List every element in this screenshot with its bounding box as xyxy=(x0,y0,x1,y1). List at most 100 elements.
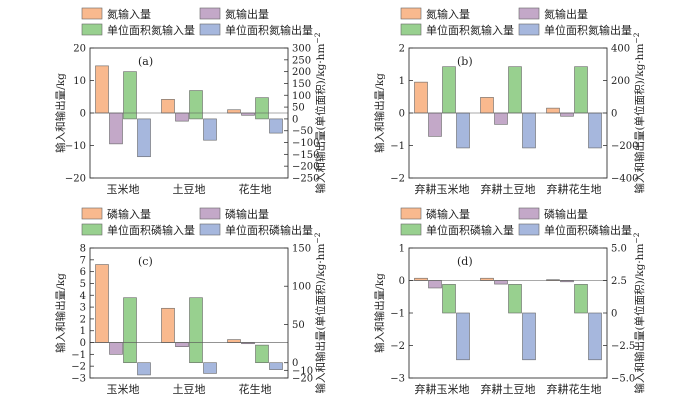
bar xyxy=(109,342,123,355)
bar xyxy=(269,118,283,134)
y2-tick-label: 0 xyxy=(292,114,298,125)
y2-tick-label: −100 xyxy=(292,138,319,149)
y2-tick-label: 2.5 xyxy=(611,276,627,287)
legend-item: 磷输入量 xyxy=(400,207,470,221)
bar xyxy=(442,284,456,314)
y2-tick-label: 5.0 xyxy=(611,244,627,255)
bars-group xyxy=(414,277,602,361)
y-tick-label: −2 xyxy=(390,341,405,352)
legend-label: 单位面积氮输入量 xyxy=(107,23,195,37)
x-tick-label: 弃耕花生地 xyxy=(547,182,602,196)
bar xyxy=(109,112,123,145)
legend-swatch xyxy=(400,223,422,236)
y2-axis-title-superscript: −2 xyxy=(313,232,322,243)
y-tick-label: −10 xyxy=(65,141,86,152)
bars-group xyxy=(95,65,283,158)
y-tick-label: −1 xyxy=(390,309,405,320)
y-axis-title: 输入和输出量/kg xyxy=(373,73,386,153)
y2-tick-label: 50 xyxy=(292,103,305,114)
y2-axis-title-main: 输入和输出量(单位面积)/kg·hm xyxy=(314,44,327,194)
y2-tick-label: 0 xyxy=(611,109,617,120)
legend-item: 单位面积氮输入量 xyxy=(81,23,195,37)
legend-item: 氮输出量 xyxy=(199,7,269,21)
y-tick-label: 5 xyxy=(80,279,86,290)
legend-label: 氮输入量 xyxy=(426,7,470,21)
legend-label: 单位面积磷输出量 xyxy=(225,223,313,237)
y-tick-label: 8 xyxy=(80,244,86,255)
y-tick-label: 4 xyxy=(80,291,86,302)
legend-swatch xyxy=(400,207,422,220)
legend-swatch xyxy=(199,207,221,220)
bar xyxy=(95,264,109,343)
legend-swatch xyxy=(199,23,221,36)
legend-swatch xyxy=(199,223,221,236)
legend-swatch xyxy=(81,7,103,20)
x-tick-label: 土豆地 xyxy=(173,183,206,196)
legend-swatch xyxy=(81,207,103,220)
bar xyxy=(508,66,522,114)
y-tick-label: −2 xyxy=(71,362,86,373)
bar xyxy=(189,297,203,364)
y2-axis-title: 输入和输出量(单位面积)/kg·hm−2 xyxy=(313,32,327,193)
legend-label: 磷输出量 xyxy=(544,207,588,221)
legend-item: 磷输出量 xyxy=(518,207,588,221)
legend-item: 单位面积磷输出量 xyxy=(518,223,632,237)
bar xyxy=(588,112,602,149)
bar xyxy=(203,118,217,141)
legend-label: 磷输入量 xyxy=(426,207,470,221)
bar xyxy=(508,284,522,314)
y-tick-label: 20 xyxy=(73,44,86,55)
legend-item: 氮输出量 xyxy=(518,7,588,21)
y2-tick-label: −20 xyxy=(292,374,313,385)
y2-axis-title-main: 输入和输出量(单位面积)/kg·hm xyxy=(633,44,646,194)
legend-swatch xyxy=(400,23,422,36)
bar xyxy=(494,112,508,125)
bar xyxy=(560,112,574,117)
bar xyxy=(227,339,241,343)
y2-tick-label: 150 xyxy=(292,244,311,255)
x-tick-label: 弃耕玉米地 xyxy=(415,182,470,196)
bar xyxy=(494,280,508,285)
legend-swatch xyxy=(518,223,540,236)
legend-item: 磷输入量 xyxy=(81,207,151,221)
legend-label: 单位面积氮输出量 xyxy=(225,23,313,37)
bar xyxy=(428,280,442,289)
bar xyxy=(574,284,588,314)
bar xyxy=(428,112,442,137)
y2-axis-title-superscript: −2 xyxy=(632,232,641,243)
y2-tick-label: −200 xyxy=(292,162,319,173)
y-tick-label: 2 xyxy=(399,44,405,55)
y2-tick-label: 250 xyxy=(292,55,311,66)
legend-label: 氮输出量 xyxy=(544,7,588,21)
y-tick-label: 7 xyxy=(80,255,86,266)
legend-label: 磷输出量 xyxy=(225,207,269,221)
panel-label: (d) xyxy=(457,255,473,268)
legend-item: 单位面积氮输出量 xyxy=(518,23,632,37)
bar xyxy=(456,112,470,149)
legend-swatch xyxy=(199,7,221,20)
legend-swatch xyxy=(518,7,540,20)
x-tick-label: 弃耕玉米地 xyxy=(415,382,470,396)
bar xyxy=(137,362,151,376)
panel-label: (a) xyxy=(138,55,153,68)
y2-axis-title-superscript: −2 xyxy=(313,32,322,43)
y-tick-label: 0 xyxy=(80,338,86,349)
bar xyxy=(123,71,137,120)
y2-tick-label: 100 xyxy=(292,91,311,102)
x-tick-label: 玉米地 xyxy=(107,383,140,396)
legend-swatch xyxy=(400,7,422,20)
y-tick-label: 1 xyxy=(399,76,405,87)
x-tick-label: 玉米地 xyxy=(107,183,140,196)
bar xyxy=(546,107,560,114)
y-axis-title: 输入和输出量/kg xyxy=(54,273,67,353)
bar xyxy=(574,66,588,114)
legend-item: 氮输入量 xyxy=(81,7,151,21)
y2-axis-title: 输入和输出量(单位面积)/kg·hm−2 xyxy=(632,232,646,393)
y2-axis-title: 输入和输出量(单位面积)/kg·hm−2 xyxy=(313,232,327,393)
legend-item: 单位面积磷输出量 xyxy=(199,223,313,237)
bar xyxy=(480,277,494,281)
